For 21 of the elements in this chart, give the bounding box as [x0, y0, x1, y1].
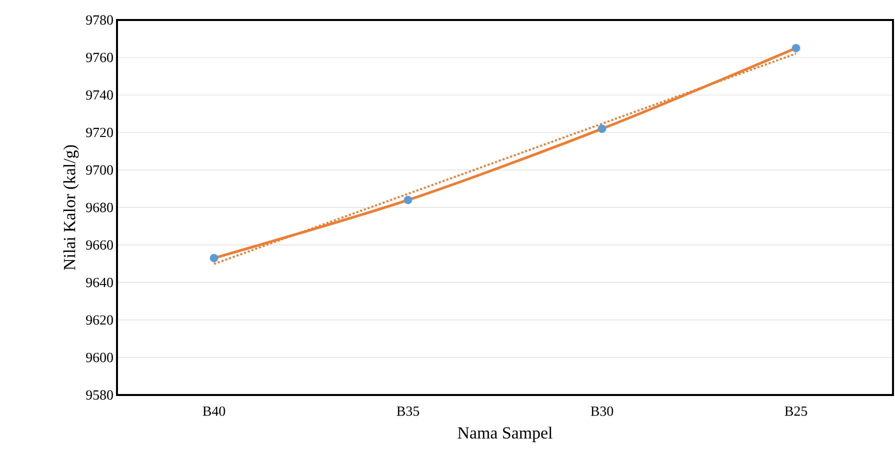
y-tick-label: 9620 [86, 315, 113, 325]
x-tick-label: B40 [202, 406, 226, 416]
y-axis-title: Nilai Kalor (kal/g) [63, 145, 79, 270]
point [210, 254, 218, 262]
y-tick-label: 9700 [86, 165, 113, 175]
x-tick-label: B30 [590, 406, 614, 416]
x-tick-label: B25 [784, 406, 808, 416]
y-tick-label: 9680 [86, 202, 113, 212]
y-tick-label: 9660 [86, 240, 113, 250]
y-tick-label: 9640 [86, 278, 113, 288]
x-tick-label: B35 [396, 406, 420, 416]
y-tick-label: 9740 [86, 90, 113, 100]
y-tick-label: 9600 [86, 352, 113, 362]
point [792, 44, 800, 52]
x-axis-title: Nama Sampel [458, 426, 552, 442]
point [404, 196, 412, 204]
y-tick-label: 9780 [86, 15, 113, 25]
point [598, 124, 606, 133]
y-tick-label: 9760 [86, 52, 113, 62]
y-tick-label: 9720 [86, 128, 113, 138]
y-tick-label: 9580 [86, 390, 113, 400]
